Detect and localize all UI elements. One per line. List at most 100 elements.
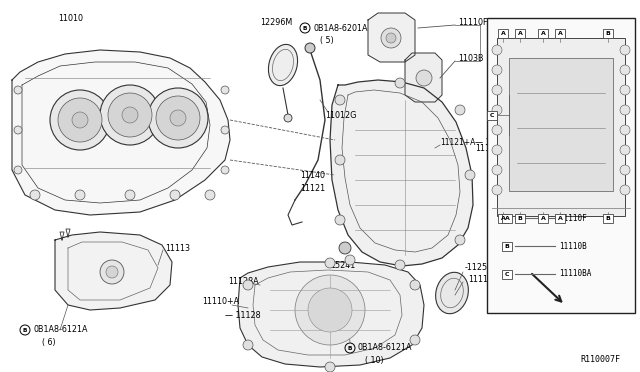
Bar	[498, 214, 508, 222]
Text: — 11128: — 11128	[225, 311, 260, 320]
Text: C: C	[505, 272, 509, 276]
Text: 0B1A8-6121A: 0B1A8-6121A	[358, 343, 413, 353]
Text: A: A	[500, 215, 506, 221]
Bar	[497, 38, 625, 216]
Text: 11110BA: 11110BA	[559, 269, 591, 279]
Bar	[603, 29, 613, 38]
Text: R110007F: R110007F	[580, 356, 620, 365]
Text: 15241: 15241	[330, 260, 355, 269]
Text: ( 6): ( 6)	[42, 339, 56, 347]
Text: B: B	[605, 215, 611, 221]
Circle shape	[339, 242, 351, 254]
Circle shape	[492, 85, 502, 95]
Text: 12296M: 12296M	[260, 17, 292, 26]
Bar	[502, 214, 512, 222]
Circle shape	[620, 45, 630, 55]
Text: 11012G: 11012G	[325, 110, 356, 119]
Bar	[603, 214, 613, 222]
Circle shape	[465, 170, 475, 180]
Text: FRONT: FRONT	[524, 244, 554, 270]
Circle shape	[410, 335, 420, 345]
Text: B: B	[518, 215, 522, 221]
Circle shape	[122, 107, 138, 123]
Circle shape	[108, 93, 152, 137]
Bar	[555, 214, 565, 222]
Circle shape	[620, 165, 630, 175]
Text: A: A	[504, 215, 509, 221]
Circle shape	[325, 258, 335, 268]
Bar	[515, 29, 525, 38]
Text: 11110+A: 11110+A	[202, 298, 239, 307]
Circle shape	[455, 105, 465, 115]
Text: 11010: 11010	[58, 13, 83, 22]
Circle shape	[243, 280, 253, 290]
Text: A: A	[541, 31, 545, 35]
Circle shape	[221, 126, 229, 134]
Text: ( 10): ( 10)	[365, 356, 383, 365]
Polygon shape	[55, 232, 172, 310]
Circle shape	[345, 255, 355, 265]
Circle shape	[620, 85, 630, 95]
Circle shape	[284, 114, 292, 122]
Text: B: B	[303, 26, 307, 31]
Polygon shape	[368, 13, 415, 62]
Text: -11251N: -11251N	[465, 263, 499, 273]
Circle shape	[148, 88, 208, 148]
Text: C: C	[490, 112, 494, 118]
Bar	[487, 110, 497, 119]
Bar	[515, 214, 525, 222]
Text: 0B1A8-6201A: 0B1A8-6201A	[313, 23, 367, 32]
Text: A: A	[557, 31, 563, 35]
Circle shape	[170, 190, 180, 200]
Circle shape	[156, 96, 200, 140]
Text: 11140: 11140	[300, 170, 325, 180]
Polygon shape	[405, 53, 442, 102]
Text: 11121: 11121	[300, 183, 325, 192]
Circle shape	[100, 260, 124, 284]
Circle shape	[72, 112, 88, 128]
Bar	[502, 269, 512, 279]
Polygon shape	[238, 262, 424, 367]
Circle shape	[620, 65, 630, 75]
Circle shape	[14, 126, 22, 134]
Bar	[509, 58, 613, 191]
Circle shape	[492, 65, 502, 75]
Circle shape	[416, 70, 432, 86]
Circle shape	[620, 185, 630, 195]
Circle shape	[335, 95, 345, 105]
Text: B: B	[23, 327, 27, 333]
Bar	[538, 214, 548, 222]
Bar	[487, 18, 635, 313]
Text: — 11110: — 11110	[475, 138, 511, 147]
Text: 0B1A8-6121A: 0B1A8-6121A	[33, 326, 88, 334]
Circle shape	[335, 215, 345, 225]
Text: 11110B: 11110B	[559, 241, 587, 250]
Circle shape	[455, 235, 465, 245]
Circle shape	[381, 28, 401, 48]
Circle shape	[125, 190, 135, 200]
Circle shape	[305, 43, 315, 53]
Bar	[538, 29, 548, 38]
Text: 11110FA: 11110FA	[458, 17, 492, 26]
Polygon shape	[12, 50, 230, 215]
Circle shape	[325, 362, 335, 372]
Text: A: A	[518, 31, 522, 35]
Text: B: B	[504, 244, 509, 248]
Circle shape	[30, 190, 40, 200]
Circle shape	[492, 165, 502, 175]
Text: A: A	[557, 215, 563, 221]
Circle shape	[205, 190, 215, 200]
Text: 11110F: 11110F	[559, 214, 587, 222]
Circle shape	[50, 90, 110, 150]
Text: A: A	[541, 215, 545, 221]
Circle shape	[410, 280, 420, 290]
Circle shape	[620, 125, 630, 135]
Text: 11121+A: 11121+A	[440, 138, 476, 147]
Text: A: A	[500, 31, 506, 35]
Circle shape	[386, 33, 396, 43]
Text: 1103B: 1103B	[458, 54, 483, 62]
Bar	[498, 29, 508, 38]
Text: 11110: 11110	[475, 144, 500, 153]
Text: ( 5): ( 5)	[320, 35, 333, 45]
Circle shape	[221, 86, 229, 94]
